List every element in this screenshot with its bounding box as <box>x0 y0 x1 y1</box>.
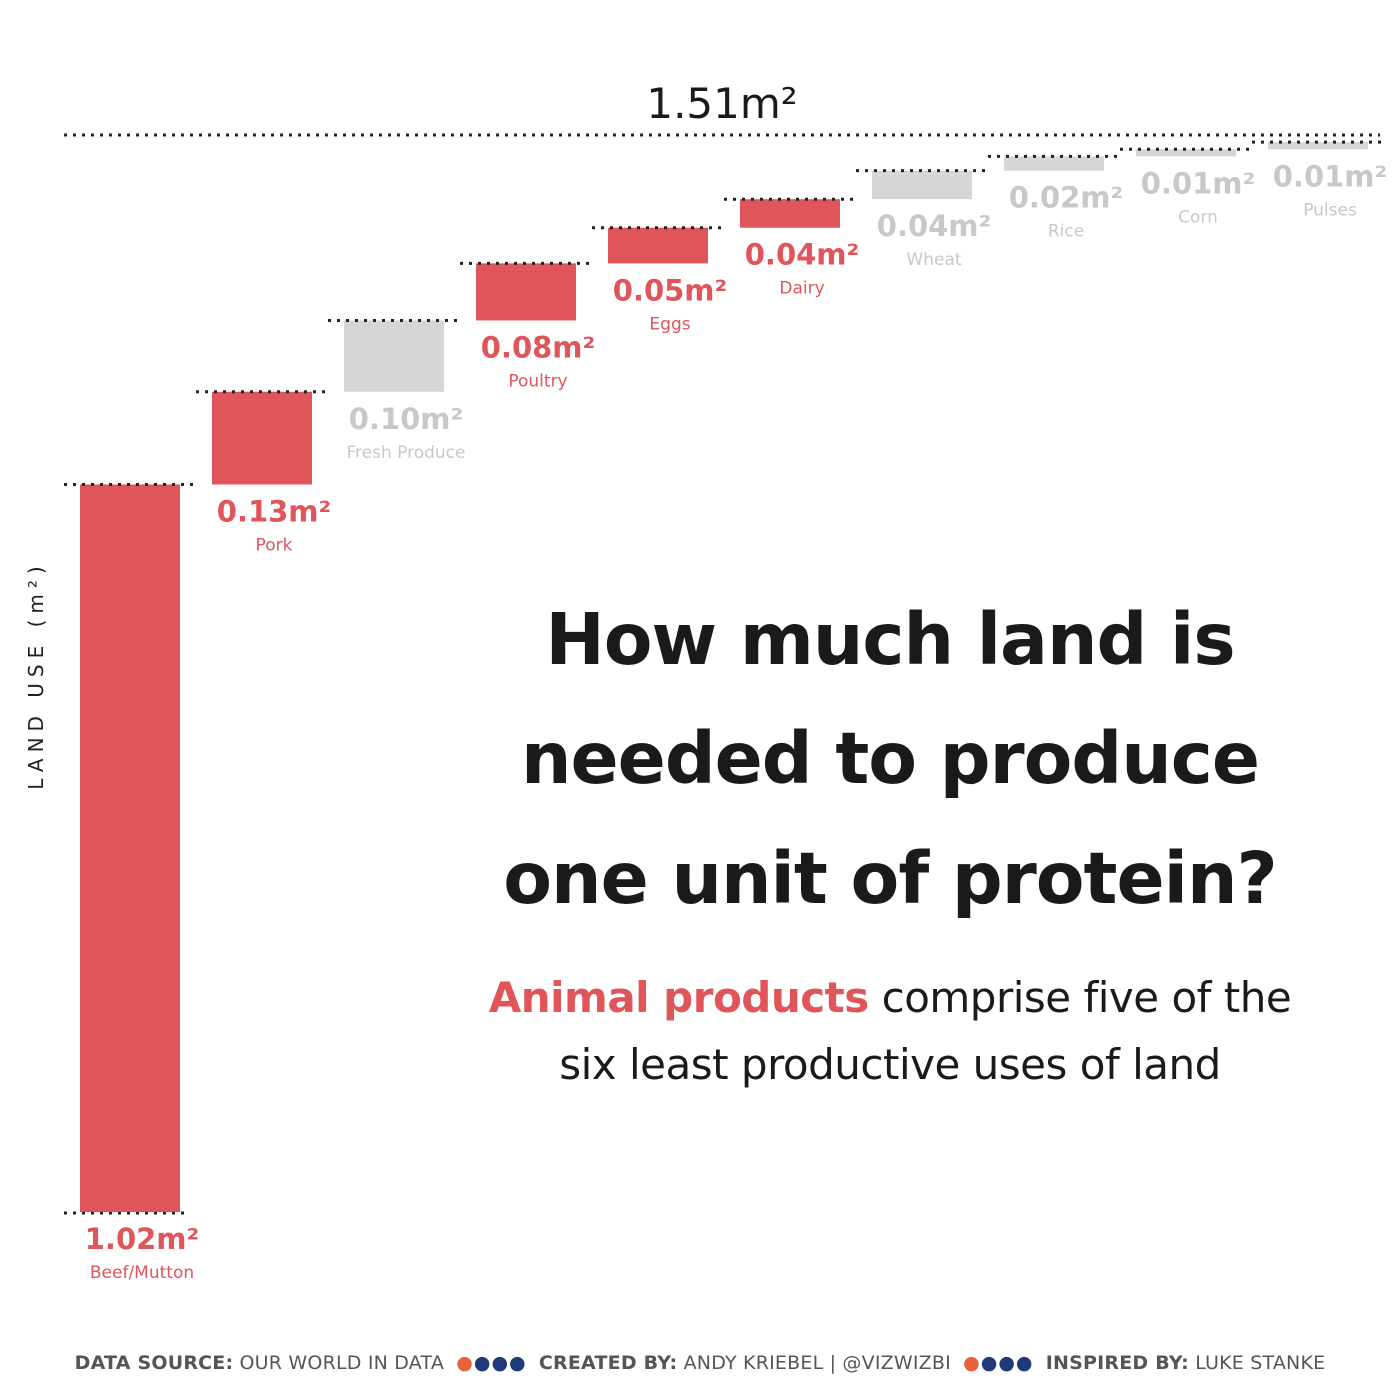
value-label-pork: 0.13m² <box>217 494 331 528</box>
y-axis-label: LAND USE (m²) <box>24 560 48 790</box>
bar-wheat <box>872 170 972 200</box>
value-label-poultry: 0.08m² <box>481 330 595 364</box>
bar-eggs <box>608 227 708 264</box>
chart-subtitle: Animal products comprise five of the six… <box>460 964 1320 1098</box>
total-value-label: 1.51m² <box>646 79 797 128</box>
bar-poultry <box>476 263 576 321</box>
bar-dairy <box>740 199 840 228</box>
bar-pork <box>212 391 312 485</box>
bar-corn <box>1136 149 1236 157</box>
value-label-dairy: 0.04m² <box>745 238 859 272</box>
value-label-pulses: 0.01m² <box>1273 159 1387 193</box>
value-label-corn: 0.01m² <box>1141 166 1255 200</box>
category-label-wheat: Wheat <box>906 250 961 270</box>
value-label-wheat: 0.04m² <box>877 209 991 243</box>
bar-rice <box>1004 156 1104 171</box>
footer-inspired-value: LUKE STANKE <box>1195 1352 1326 1374</box>
title-block: How much land is needed to produce one u… <box>460 580 1320 1098</box>
footer-created-label: CREATED BY: <box>538 1352 678 1374</box>
bar-pulses <box>1268 142 1368 150</box>
footer-credits: DATA SOURCE: OUR WORLD IN DATA ●●●● CREA… <box>0 1352 1400 1374</box>
category-label-poultry: Poultry <box>508 371 567 391</box>
value-label-fresh-produce: 0.10m² <box>349 402 463 436</box>
value-label-eggs: 0.05m² <box>613 273 727 307</box>
footer-source-label: DATA SOURCE: <box>74 1352 234 1374</box>
bar-fresh-produce <box>344 320 444 392</box>
category-label-pork: Pork <box>256 535 293 555</box>
footer-separator-dots: ●●●● <box>456 1352 527 1374</box>
category-label-dairy: Dairy <box>779 279 824 299</box>
category-label-pulses: Pulses <box>1303 200 1357 220</box>
footer-separator-dots: ●●●● <box>963 1352 1034 1374</box>
value-label-rice: 0.02m² <box>1009 181 1123 215</box>
category-label-rice: Rice <box>1048 222 1084 242</box>
chart-title: How much land is needed to produce one u… <box>503 598 1277 920</box>
category-label-corn: Corn <box>1178 207 1218 227</box>
category-label-eggs: Eggs <box>649 314 690 334</box>
value-label-beef-mutton: 1.02m² <box>85 1222 199 1256</box>
category-label-fresh-produce: Fresh Produce <box>347 443 466 463</box>
bar-beef-mutton <box>80 484 180 1212</box>
category-label-beef-mutton: Beef/Mutton <box>90 1263 194 1283</box>
footer-created-value: ANDY KRIEBEL | @VIZWIZBI <box>683 1352 951 1374</box>
subtitle-rest: comprise five of the six least productiv… <box>559 972 1292 1089</box>
footer-source-value: OUR WORLD IN DATA <box>239 1352 445 1374</box>
footer-inspired-label: INSPIRED BY: <box>1045 1352 1189 1374</box>
subtitle-accent: Animal products <box>488 972 870 1022</box>
